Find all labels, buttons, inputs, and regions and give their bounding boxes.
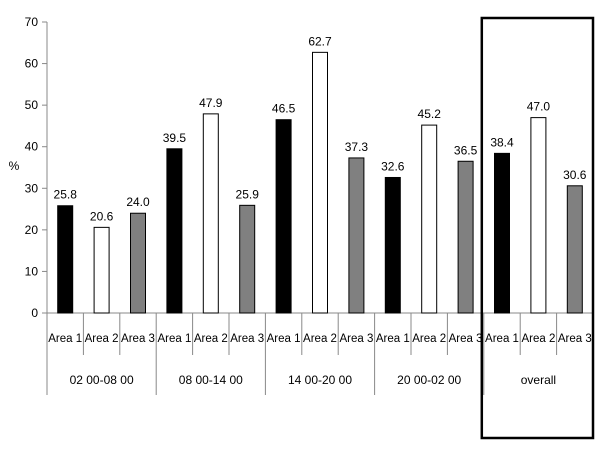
bar xyxy=(494,152,510,314)
group-label: 08 00-14 00 xyxy=(179,373,243,387)
data-label: 30.6 xyxy=(563,168,587,182)
data-label: 24.0 xyxy=(126,195,150,209)
y-tick-label: 10 xyxy=(25,264,39,278)
data-label: 25.9 xyxy=(236,187,260,201)
y-tick-label: 50 xyxy=(25,98,39,112)
group-label: 14 00-20 00 xyxy=(288,373,352,387)
category-label: Area 3 xyxy=(230,333,264,345)
bar xyxy=(275,119,292,314)
category-label: Area 3 xyxy=(558,333,592,345)
category-label: Area 1 xyxy=(267,333,301,345)
bar xyxy=(93,226,110,314)
category-label: Area 1 xyxy=(376,333,410,345)
category-label: Area 2 xyxy=(194,333,228,345)
y-tick-label: 0 xyxy=(31,306,38,320)
y-tick-label: 70 xyxy=(25,15,39,29)
category-label: Area 2 xyxy=(412,333,446,345)
category-label: Area 1 xyxy=(485,333,519,345)
category-label: Area 3 xyxy=(449,333,483,345)
labels: 25.8 Area 1 20.6 Area 2 24.0 Area 3 02 00-08 0… xyxy=(48,34,591,387)
y-axis-label: % xyxy=(9,159,20,173)
bar xyxy=(312,51,328,314)
category-label: Area 3 xyxy=(121,333,155,345)
category-label: Area 1 xyxy=(157,333,191,345)
bar xyxy=(202,113,219,314)
category-label: Area 1 xyxy=(48,333,82,345)
y-tick-label: 20 xyxy=(25,223,39,237)
category-label: Area 2 xyxy=(85,333,119,345)
y-tick-label: 60 xyxy=(25,57,39,71)
group-label: overall xyxy=(521,373,556,387)
bar xyxy=(57,205,74,314)
category-label: Area 2 xyxy=(521,333,555,345)
bar xyxy=(566,185,583,314)
data-label: 39.5 xyxy=(163,131,187,145)
data-label: 25.8 xyxy=(54,188,78,202)
data-label: 47.0 xyxy=(527,100,551,114)
bar xyxy=(239,204,256,314)
data-label: 47.9 xyxy=(199,96,223,110)
data-label: 36.5 xyxy=(454,143,478,157)
bars xyxy=(57,51,583,314)
bar xyxy=(457,160,474,314)
data-label: 20.6 xyxy=(90,209,114,223)
bar xyxy=(166,148,183,314)
y-tick-label: 40 xyxy=(25,140,39,154)
bar xyxy=(130,212,146,314)
data-label: 45.2 xyxy=(418,107,442,121)
data-label: 37.3 xyxy=(345,140,369,154)
bar xyxy=(530,117,547,314)
y-tick-label: 30 xyxy=(25,181,39,195)
overall-highlight-box xyxy=(480,16,595,440)
group-label: 20 00-02 00 xyxy=(397,373,461,387)
data-label: 62.7 xyxy=(308,34,332,48)
bar xyxy=(348,157,365,314)
data-label: 38.4 xyxy=(490,135,514,149)
category-label: Area 2 xyxy=(303,333,337,345)
data-label: 32.6 xyxy=(381,159,405,173)
category-label: Area 3 xyxy=(339,333,373,345)
bar xyxy=(421,124,438,314)
data-label: 46.5 xyxy=(272,102,296,116)
group-label: 02 00-08 00 xyxy=(70,373,134,387)
bar xyxy=(384,176,401,314)
